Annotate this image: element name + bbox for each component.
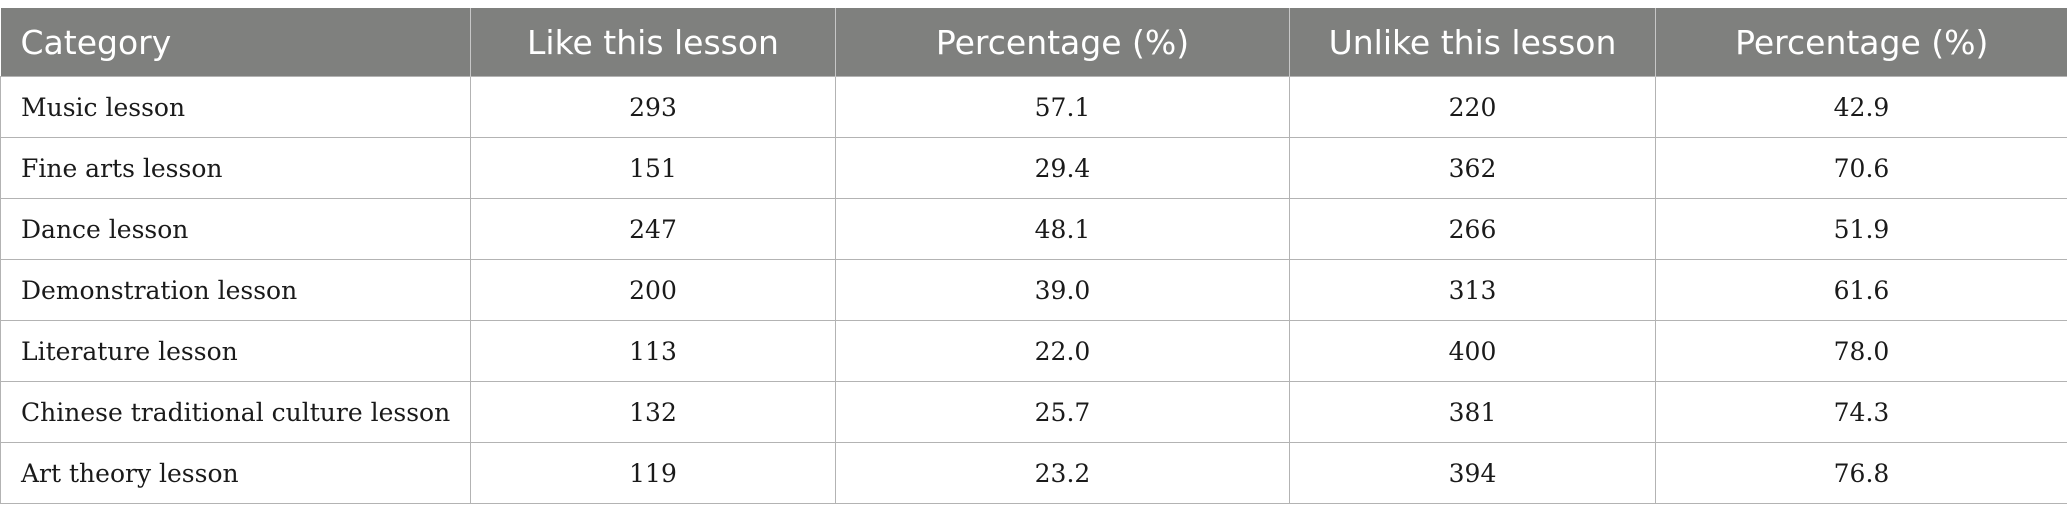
cell-like-percentage: 29.4 [835,137,1290,199]
cell-category: Music lesson [0,76,471,138]
cell-unlike-percentage: 70.6 [1655,137,2067,199]
cell-unlike-count: 220 [1289,76,1656,138]
data-table: Category Like this lesson Percentage (%)… [0,8,2067,504]
cell-unlike-count: 394 [1289,442,1656,504]
cell-unlike-percentage: 51.9 [1655,198,2067,260]
table-body: Music lesson 293 57.1 220 42.9 Fine arts… [0,76,2067,504]
cell-like-percentage: 48.1 [835,198,1290,260]
header-category: Category [0,8,471,77]
cell-like-count: 200 [470,259,836,321]
cell-like-count: 132 [470,381,836,443]
cell-category: Demonstration lesson [0,259,471,321]
table-header: Category Like this lesson Percentage (%)… [0,8,2067,77]
header-unlike-count: Unlike this lesson [1289,8,1656,77]
cell-category: Chinese traditional culture lesson [0,381,471,443]
cell-unlike-percentage: 61.6 [1655,259,2067,321]
table-row: Music lesson 293 57.1 220 42.9 [0,76,2067,138]
cell-category: Art theory lesson [0,442,471,504]
header-like-percentage: Percentage (%) [835,8,1290,77]
cell-category: Dance lesson [0,198,471,260]
table-row: Literature lesson 113 22.0 400 78.0 [0,320,2067,382]
cell-unlike-count: 313 [1289,259,1656,321]
cell-like-percentage: 22.0 [835,320,1290,382]
table-row: Demonstration lesson 200 39.0 313 61.6 [0,259,2067,321]
cell-like-percentage: 23.2 [835,442,1290,504]
cell-unlike-percentage: 78.0 [1655,320,2067,382]
cell-like-percentage: 57.1 [835,76,1290,138]
data-table-container: Category Like this lesson Percentage (%)… [0,8,2067,504]
header-row: Category Like this lesson Percentage (%)… [0,8,2067,77]
cell-unlike-count: 381 [1289,381,1656,443]
cell-unlike-count: 400 [1289,320,1656,382]
cell-like-count: 113 [470,320,836,382]
table-row: Fine arts lesson 151 29.4 362 70.6 [0,137,2067,199]
cell-unlike-percentage: 74.3 [1655,381,2067,443]
cell-category: Literature lesson [0,320,471,382]
cell-unlike-count: 362 [1289,137,1656,199]
table-row: Dance lesson 247 48.1 266 51.9 [0,198,2067,260]
cell-category: Fine arts lesson [0,137,471,199]
cell-like-count: 151 [470,137,836,199]
cell-like-count: 119 [470,442,836,504]
cell-unlike-count: 266 [1289,198,1656,260]
cell-like-percentage: 39.0 [835,259,1290,321]
cell-unlike-percentage: 76.8 [1655,442,2067,504]
cell-like-count: 293 [470,76,836,138]
header-like-count: Like this lesson [470,8,836,77]
cell-like-count: 247 [470,198,836,260]
table-row: Chinese traditional culture lesson 132 2… [0,381,2067,443]
cell-like-percentage: 25.7 [835,381,1290,443]
table-row: Art theory lesson 119 23.2 394 76.8 [0,442,2067,504]
cell-unlike-percentage: 42.9 [1655,76,2067,138]
header-unlike-percentage: Percentage (%) [1655,8,2067,77]
